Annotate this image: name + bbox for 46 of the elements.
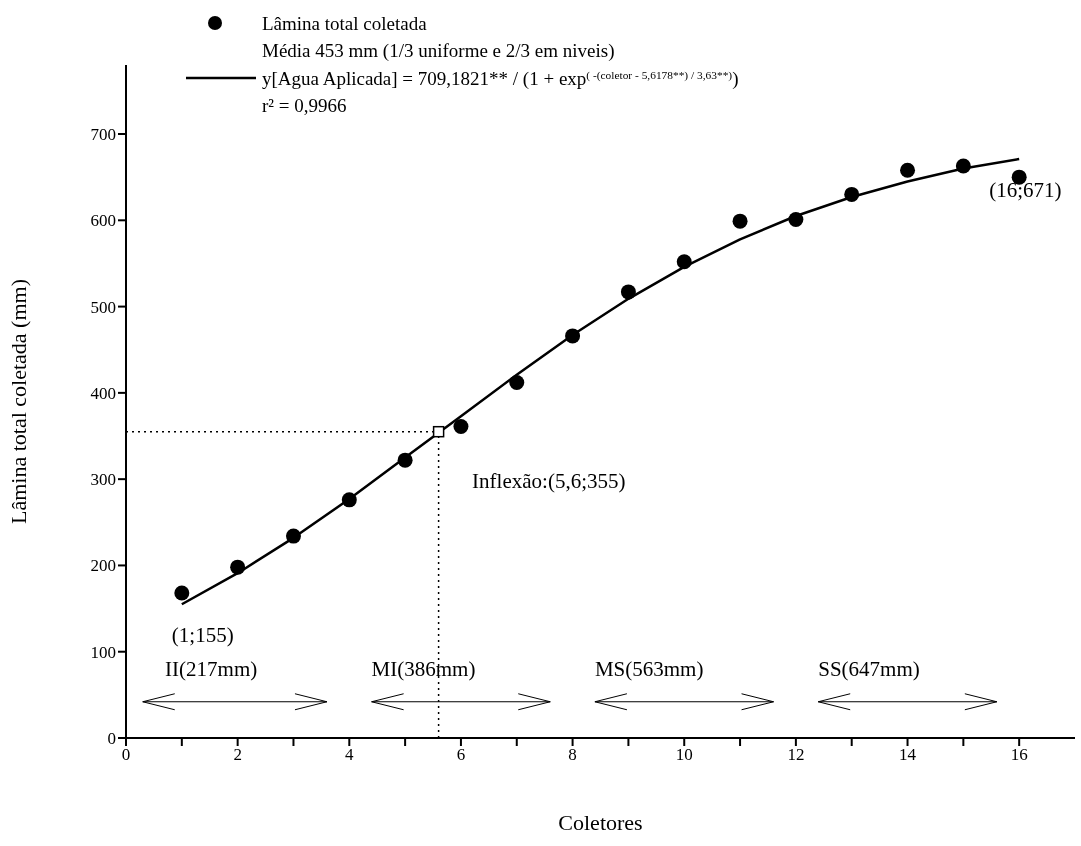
text: y[Agua Aplicada] = 709,1821** / (1 + exp$^{( -(coletor - 5,6178**) / 3,63**)}$) (262, 68, 739, 89)
x-tick-label: 8 (568, 745, 577, 765)
point (453, 419, 469, 435)
annotation: MI(386mm) (371, 656, 476, 681)
point (397, 452, 413, 468)
annotation: Inflexão:(5,6;355) (472, 468, 626, 493)
annotation: MS(563mm) (594, 656, 704, 681)
y-tick-label: 300 (90, 470, 116, 490)
point (844, 186, 860, 202)
y-axis-title: Lâmina total coletada (mm) (5, 279, 31, 524)
annotation: (1;155) (171, 623, 234, 648)
x-tick-label: 6 (456, 745, 466, 765)
point (230, 559, 246, 575)
point (509, 375, 525, 391)
y-tick-label: 700 (90, 125, 116, 145)
annotation: (16;671) (989, 178, 1062, 203)
x-axis-title: Coletores (558, 810, 643, 835)
y-tick-label: 0 (107, 729, 116, 749)
x-tick-label: 0 (121, 745, 131, 765)
y-tick-label: 500 (90, 297, 116, 317)
text: Média 453 mm (1/3 uniforme e 2/3 em niveis) (262, 40, 615, 62)
legend-label: Lâmina total coletada (262, 13, 428, 34)
point (676, 254, 692, 270)
point (341, 492, 357, 508)
x-tick-label: 2 (233, 745, 242, 765)
point (732, 213, 748, 229)
y-tick-label: 100 (90, 642, 116, 662)
y-tick-label: 400 (90, 383, 116, 403)
point (432, 425, 445, 438)
point (565, 328, 581, 344)
annotation: SS(647mm) (818, 656, 920, 681)
x-tick-label: 4 (345, 745, 355, 765)
point (285, 528, 301, 544)
point (900, 162, 916, 178)
y-tick-label: 600 (90, 211, 116, 231)
point (955, 158, 971, 174)
point (174, 585, 190, 601)
x-tick-label: 12 (787, 745, 805, 765)
point (620, 284, 636, 300)
x-tick-label: 14 (899, 745, 917, 765)
point (788, 211, 804, 227)
annotation: r² = 0,9966 (262, 95, 347, 116)
annotation: II(217mm) (165, 656, 258, 681)
x-tick-label: 16 (1010, 745, 1028, 765)
y-tick-label: 200 (90, 556, 116, 576)
x-tick-label: 10 (675, 745, 693, 765)
